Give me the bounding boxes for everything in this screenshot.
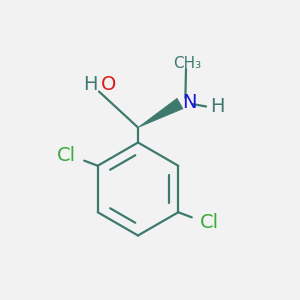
Text: H: H [210,97,224,116]
Text: O: O [100,74,116,94]
Text: Cl: Cl [200,213,219,232]
Text: CH₃: CH₃ [173,56,202,71]
Text: N: N [182,93,197,112]
Text: H: H [83,74,98,94]
Text: Cl: Cl [57,146,76,165]
Polygon shape [138,98,183,128]
